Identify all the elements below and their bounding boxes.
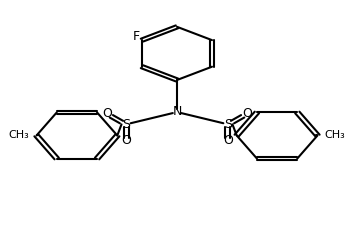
Text: O: O <box>223 134 233 147</box>
Text: CH₃: CH₃ <box>9 131 29 140</box>
Text: N: N <box>172 105 182 118</box>
Text: O: O <box>242 107 252 121</box>
Text: O: O <box>121 134 131 147</box>
Text: S: S <box>224 118 232 131</box>
Text: S: S <box>122 118 130 131</box>
Text: CH₃: CH₃ <box>325 131 345 140</box>
Text: F: F <box>133 30 140 43</box>
Text: O: O <box>102 107 112 121</box>
